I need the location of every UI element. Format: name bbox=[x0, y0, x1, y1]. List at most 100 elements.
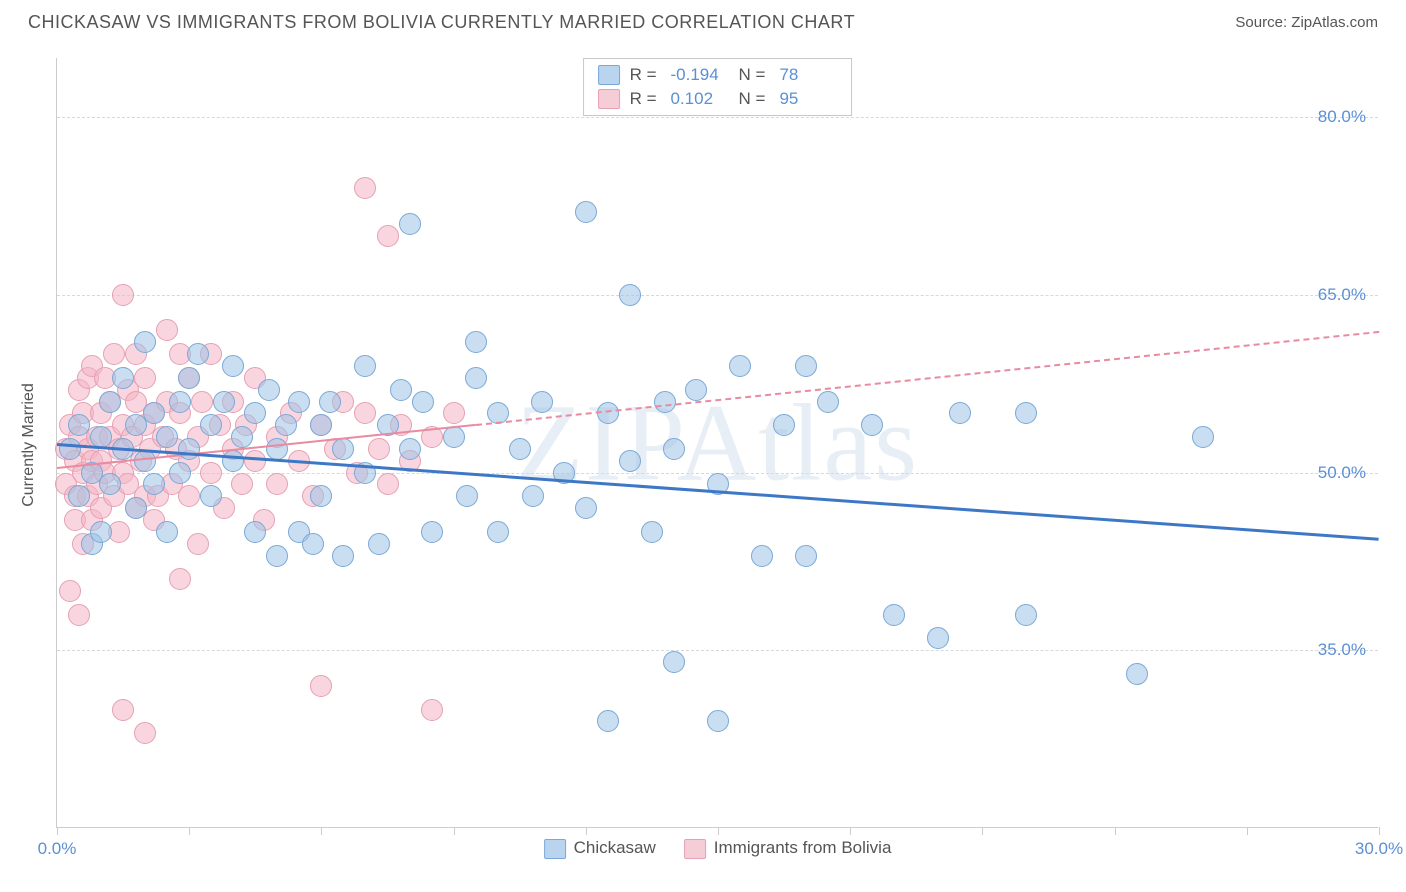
y-tick-label: 65.0% bbox=[1318, 285, 1366, 305]
chart-title: CHICKASAW VS IMMIGRANTS FROM BOLIVIA CUR… bbox=[28, 12, 855, 33]
data-point bbox=[231, 426, 253, 448]
data-point bbox=[266, 545, 288, 567]
data-point bbox=[619, 284, 641, 306]
x-tick bbox=[1115, 827, 1116, 835]
data-point bbox=[200, 485, 222, 507]
legend-r-value: 0.102 bbox=[671, 89, 729, 109]
data-point bbox=[927, 627, 949, 649]
data-point bbox=[1126, 663, 1148, 685]
x-tick bbox=[718, 827, 719, 835]
data-point bbox=[169, 568, 191, 590]
data-point bbox=[112, 367, 134, 389]
x-tick-label: 30.0% bbox=[1355, 839, 1403, 859]
data-point bbox=[310, 414, 332, 436]
data-point bbox=[354, 402, 376, 424]
data-point bbox=[125, 497, 147, 519]
legend-item-pink: Immigrants from Bolivia bbox=[684, 838, 892, 859]
trend-line bbox=[476, 330, 1380, 425]
data-point bbox=[187, 343, 209, 365]
data-point bbox=[368, 533, 390, 555]
x-tick bbox=[321, 827, 322, 835]
data-point bbox=[817, 391, 839, 413]
data-point bbox=[861, 414, 883, 436]
data-point bbox=[90, 521, 112, 543]
gridline bbox=[57, 117, 1378, 118]
data-point bbox=[1192, 426, 1214, 448]
data-point bbox=[465, 367, 487, 389]
chart-header: CHICKASAW VS IMMIGRANTS FROM BOLIVIA CUR… bbox=[0, 0, 1406, 41]
data-point bbox=[134, 722, 156, 744]
data-point bbox=[112, 699, 134, 721]
data-point bbox=[112, 284, 134, 306]
series-legend: Chickasaw Immigrants from Bolivia bbox=[544, 838, 892, 859]
data-point bbox=[531, 391, 553, 413]
y-tick-label: 80.0% bbox=[1318, 107, 1366, 127]
data-point bbox=[685, 379, 707, 401]
data-point bbox=[244, 521, 266, 543]
x-tick bbox=[57, 827, 58, 835]
data-point bbox=[597, 402, 619, 424]
data-point bbox=[191, 391, 213, 413]
data-point bbox=[187, 533, 209, 555]
data-point bbox=[99, 473, 121, 495]
data-point bbox=[231, 473, 253, 495]
x-tick bbox=[189, 827, 190, 835]
data-point bbox=[288, 391, 310, 413]
data-point bbox=[143, 402, 165, 424]
legend-row-blue: R = -0.194 N = 78 bbox=[584, 63, 852, 87]
data-point bbox=[319, 391, 341, 413]
data-point bbox=[654, 391, 676, 413]
data-point bbox=[310, 675, 332, 697]
data-point bbox=[302, 533, 324, 555]
data-point bbox=[213, 391, 235, 413]
legend-swatch-icon bbox=[544, 839, 566, 859]
data-point bbox=[368, 438, 390, 460]
data-point bbox=[663, 651, 685, 673]
data-point bbox=[487, 521, 509, 543]
legend-r-value: -0.194 bbox=[671, 65, 729, 85]
data-point bbox=[169, 391, 191, 413]
x-tick bbox=[850, 827, 851, 835]
data-point bbox=[354, 177, 376, 199]
data-point bbox=[641, 521, 663, 543]
data-point bbox=[134, 450, 156, 472]
data-point bbox=[1015, 402, 1037, 424]
source-prefix: Source: bbox=[1235, 14, 1291, 31]
data-point bbox=[310, 485, 332, 507]
data-point bbox=[68, 414, 90, 436]
data-point bbox=[103, 343, 125, 365]
data-point bbox=[222, 450, 244, 472]
x-tick bbox=[454, 827, 455, 835]
data-point bbox=[751, 545, 773, 567]
data-point bbox=[399, 213, 421, 235]
data-point bbox=[156, 426, 178, 448]
data-point bbox=[244, 450, 266, 472]
legend-item-blue: Chickasaw bbox=[544, 838, 656, 859]
data-point bbox=[332, 438, 354, 460]
data-point bbox=[200, 414, 222, 436]
data-point bbox=[68, 604, 90, 626]
data-point bbox=[575, 201, 597, 223]
data-point bbox=[707, 710, 729, 732]
data-point bbox=[178, 367, 200, 389]
data-point bbox=[332, 545, 354, 567]
legend-swatch-icon bbox=[684, 839, 706, 859]
data-point bbox=[773, 414, 795, 436]
data-point bbox=[258, 379, 280, 401]
x-tick-label: 0.0% bbox=[38, 839, 77, 859]
data-point bbox=[399, 438, 421, 460]
data-point bbox=[143, 473, 165, 495]
data-point bbox=[200, 462, 222, 484]
data-point bbox=[663, 438, 685, 460]
legend-r-label: R = bbox=[630, 65, 657, 85]
gridline bbox=[57, 650, 1378, 651]
legend-label: Immigrants from Bolivia bbox=[714, 838, 892, 857]
y-axis-label: Currently Married bbox=[20, 383, 38, 507]
data-point bbox=[597, 710, 619, 732]
legend-label: Chickasaw bbox=[574, 838, 656, 857]
data-point bbox=[443, 426, 465, 448]
data-point bbox=[178, 485, 200, 507]
data-point bbox=[59, 438, 81, 460]
data-point bbox=[377, 473, 399, 495]
data-point bbox=[178, 438, 200, 460]
